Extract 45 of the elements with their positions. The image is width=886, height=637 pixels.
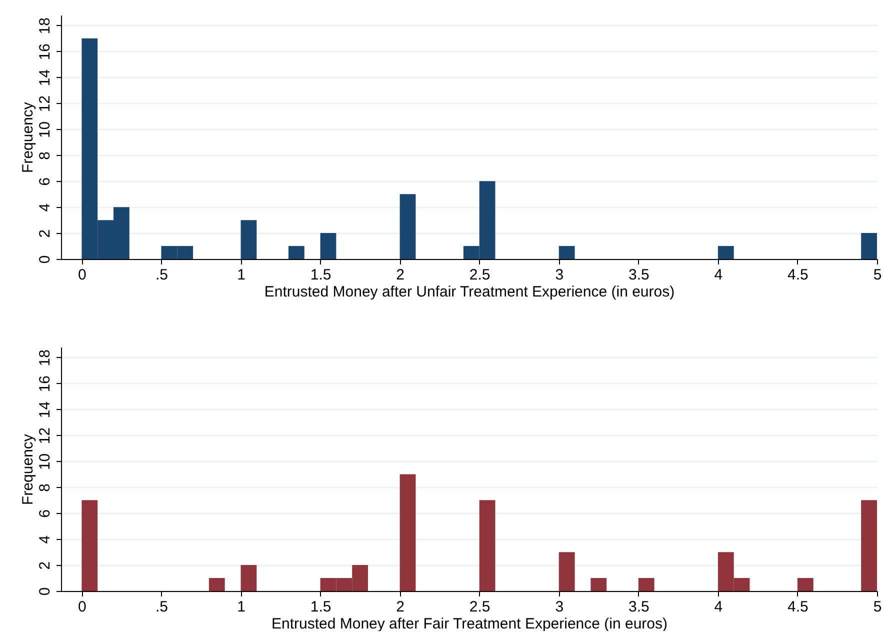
x-axis-title: Entrusted Money after Unfair Treatment Experience (in euros)	[264, 284, 675, 300]
y-tick-label: 18	[36, 350, 54, 366]
y-tick-label: 12	[36, 95, 54, 112]
x-tick-label: 3	[555, 598, 564, 616]
y-tick-label: 4	[36, 203, 54, 212]
y-tick-label: 6	[36, 509, 54, 518]
y-tick-label: 16	[36, 43, 54, 60]
y-tick-label: 12	[36, 427, 54, 444]
y-tick-label: 16	[36, 375, 54, 392]
x-tick-label: 1.5	[310, 598, 332, 616]
y-tick-label: 8	[36, 152, 54, 160]
y-tick-label: 8	[36, 484, 54, 492]
y-axis-title: Frequency	[20, 434, 36, 505]
x-tick-label: 4.5	[788, 266, 808, 284]
x-tick-label: 3.5	[628, 598, 650, 616]
y-tick-label: 18	[36, 18, 54, 34]
y-tick-label: 4	[36, 535, 54, 544]
y-tick-label: 6	[36, 177, 54, 186]
x-tick-label: 3.5	[628, 266, 650, 284]
x-tick-label: 3	[555, 266, 564, 284]
x-tick-label: 2	[396, 266, 404, 284]
x-tick-label: 4.5	[788, 598, 808, 616]
x-tick-label: 2.5	[469, 266, 490, 284]
x-tick-label: 2	[396, 598, 404, 616]
x-tick-label: 1	[237, 266, 246, 284]
y-axis-title: Frequency	[20, 102, 36, 173]
x-tick-label: 0	[78, 266, 86, 284]
y-tick-label: 14	[36, 401, 54, 418]
x-tick-label: 1.5	[310, 266, 332, 284]
y-tick-label: 10	[36, 121, 54, 138]
x-tick-label: 2.5	[469, 598, 490, 616]
x-tick-label: .5	[155, 266, 168, 284]
x-tick-label: 5	[873, 598, 882, 616]
x-tick-label: 1	[237, 598, 246, 616]
y-tick-label: 2	[36, 229, 54, 238]
y-tick-label: 0	[36, 587, 54, 596]
x-tick-label: 5	[873, 266, 882, 284]
y-tick-label: 10	[36, 453, 54, 470]
x-tick-label: 4	[714, 598, 723, 616]
y-tick-label: 14	[36, 69, 54, 86]
x-tick-label: 0	[78, 598, 86, 616]
x-tick-label: 4	[714, 266, 723, 284]
y-tick-label: 2	[36, 561, 54, 570]
x-tick-label: .5	[155, 598, 168, 616]
y-tick-label: 0	[36, 255, 54, 264]
